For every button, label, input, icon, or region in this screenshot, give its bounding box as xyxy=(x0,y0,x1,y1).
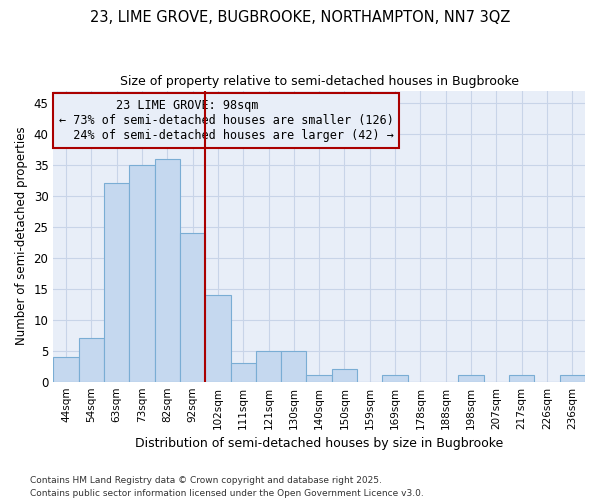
Bar xyxy=(560,376,585,382)
Bar xyxy=(230,363,256,382)
X-axis label: Distribution of semi-detached houses by size in Bugbrooke: Distribution of semi-detached houses by … xyxy=(135,437,503,450)
Bar xyxy=(509,376,535,382)
Bar xyxy=(53,357,79,382)
Bar xyxy=(256,350,281,382)
Bar xyxy=(79,338,104,382)
Bar xyxy=(332,370,357,382)
Title: Size of property relative to semi-detached houses in Bugbrooke: Size of property relative to semi-detach… xyxy=(119,75,518,88)
Bar xyxy=(205,295,230,382)
Y-axis label: Number of semi-detached properties: Number of semi-detached properties xyxy=(15,127,28,346)
Bar xyxy=(155,158,180,382)
Text: 23 LIME GROVE: 98sqm
← 73% of semi-detached houses are smaller (126)
  24% of se: 23 LIME GROVE: 98sqm ← 73% of semi-detac… xyxy=(59,100,394,142)
Bar xyxy=(281,350,307,382)
Bar xyxy=(382,376,408,382)
Bar xyxy=(180,233,205,382)
Bar xyxy=(104,184,129,382)
Bar xyxy=(307,376,332,382)
Text: 23, LIME GROVE, BUGBROOKE, NORTHAMPTON, NN7 3QZ: 23, LIME GROVE, BUGBROOKE, NORTHAMPTON, … xyxy=(90,10,510,25)
Bar xyxy=(458,376,484,382)
Bar xyxy=(129,165,155,382)
Text: Contains HM Land Registry data © Crown copyright and database right 2025.
Contai: Contains HM Land Registry data © Crown c… xyxy=(30,476,424,498)
